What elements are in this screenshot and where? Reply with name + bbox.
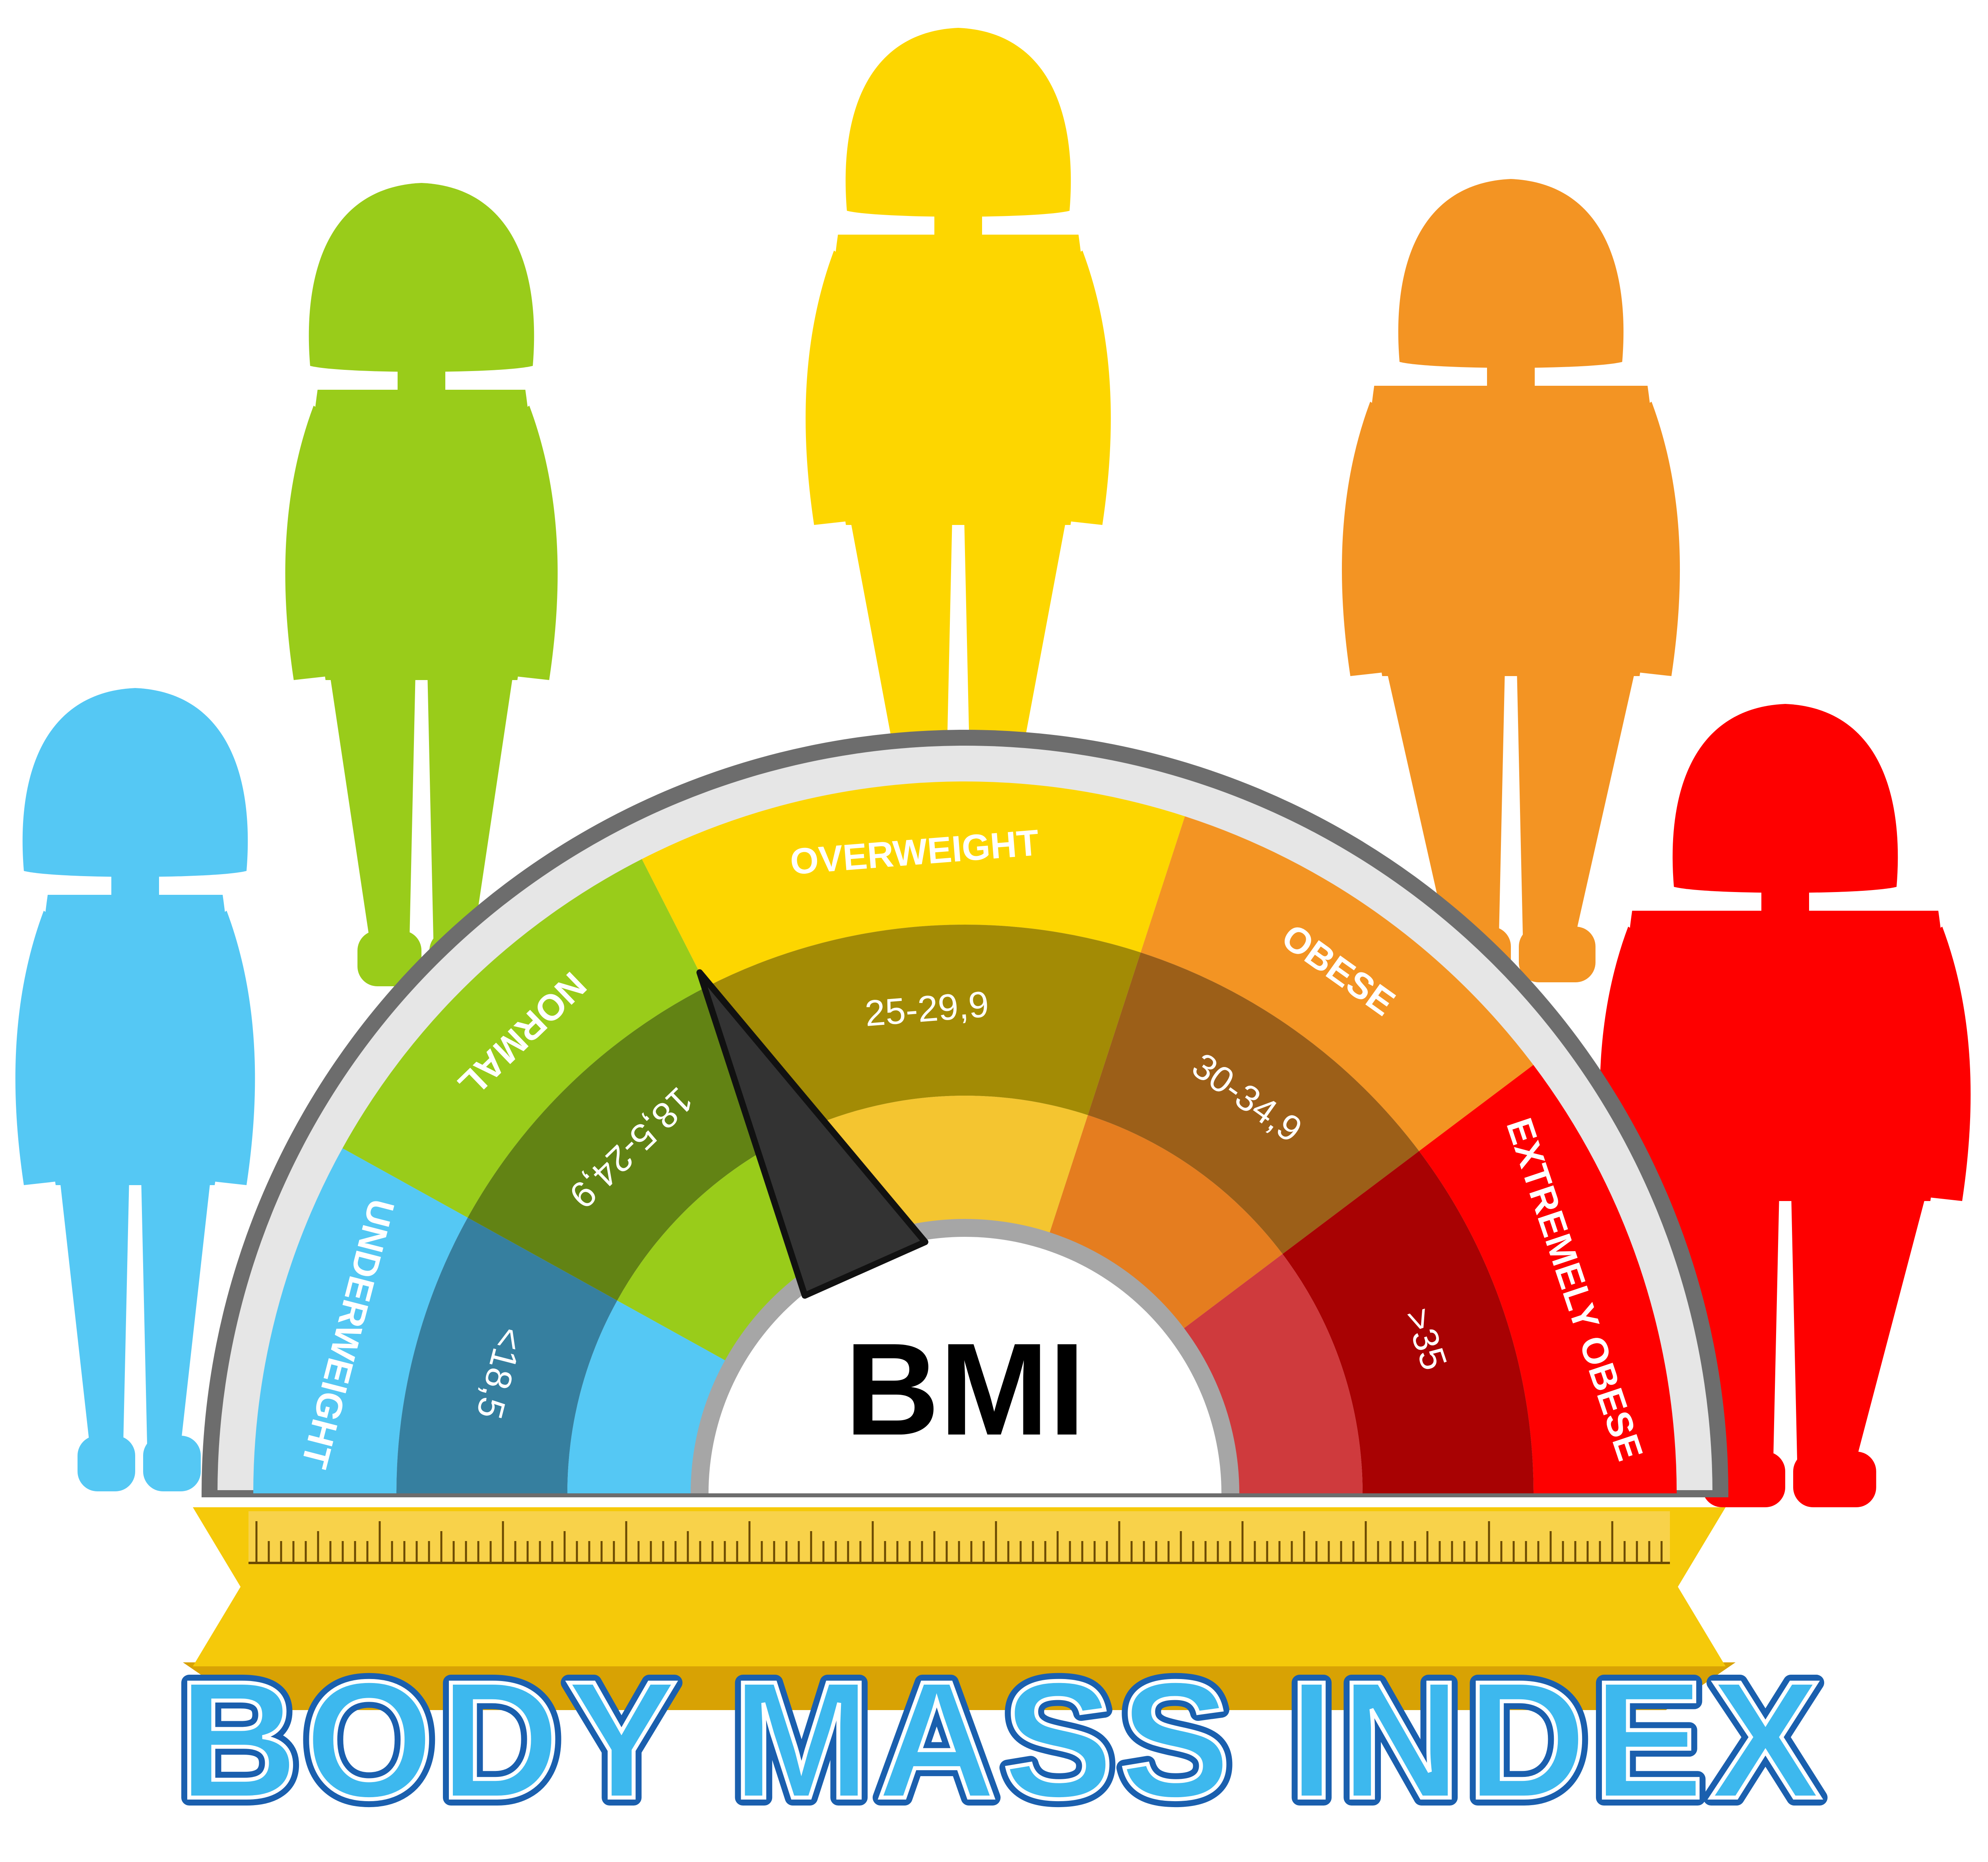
figure-right-foot-underweight — [143, 1436, 201, 1491]
segment-extremely-mid — [1282, 1151, 1534, 1493]
figure-neck-normal — [398, 358, 445, 394]
segment-extremely-outer — [1419, 1065, 1677, 1493]
figure-right-arm-obese — [1627, 402, 1680, 676]
figure-torso-obese — [1366, 386, 1656, 676]
page-title-outline: BODY MASS INDEX — [178, 1647, 1827, 1833]
title-group: BODY MASS INDEX BODY MASS INDEX — [170, 1639, 1829, 1841]
segment-normal-outer — [342, 859, 707, 1218]
figure-right-leg-normal — [427, 672, 514, 939]
figure-normal — [285, 183, 558, 986]
hub — [709, 1237, 1221, 1493]
figure-torso-underweight — [40, 895, 231, 1185]
figure-head-obese — [1398, 179, 1624, 368]
figure-left-foot-underweight — [78, 1436, 135, 1491]
segment-obese-outer — [1140, 816, 1534, 1151]
bmi-center-label: BMI — [845, 1316, 1085, 1462]
figure-right-leg-extremely — [1791, 1193, 1926, 1460]
segment-obese-mid — [1088, 952, 1419, 1254]
page-title: BODY MASS INDEX — [178, 1647, 1827, 1833]
figure-left-arm-normal — [285, 406, 338, 680]
figure-torso-normal — [310, 390, 533, 680]
figure-neck-obese — [1487, 354, 1535, 390]
measuring-tape-ribbon — [183, 1507, 1736, 1710]
figure-left-foot-normal — [357, 931, 421, 986]
figure-right-arm-overweight — [1058, 251, 1111, 525]
figure-head-extremely — [1672, 704, 1898, 893]
figure-right-foot-obese — [1519, 927, 1596, 982]
figure-neck-extremely — [1761, 879, 1809, 915]
figure-torso-extremely — [1624, 911, 1946, 1201]
figure-underweight — [15, 688, 255, 1491]
figure-head-underweight — [22, 688, 248, 877]
segment-underweight-outer — [253, 1148, 468, 1493]
figure-left-arm-obese — [1342, 402, 1394, 676]
figure-left-leg-normal — [329, 672, 415, 939]
figure-right-arm-underweight — [203, 911, 255, 1185]
figure-torso-overweight — [830, 235, 1086, 525]
figure-left-leg-obese — [1386, 668, 1505, 935]
segment-overweight-mid — [707, 925, 1141, 1139]
figure-neck-underweight — [111, 863, 159, 899]
figure-right-leg-underweight — [141, 1177, 211, 1444]
segment-normal-mid — [468, 986, 785, 1301]
figure-left-arm-underweight — [15, 911, 68, 1185]
body-silhouettes — [15, 28, 1971, 1507]
figure-left-arm-overweight — [806, 251, 858, 525]
figure-neck-overweight — [934, 203, 982, 239]
range-overweight: 25-29,9 — [864, 984, 990, 1034]
bmi-gauge: UNDERWEIGHT <18,5NORMAL18,5-24,9OVERWEIGH… — [202, 730, 1728, 1497]
segment-overweight-outer — [642, 781, 1185, 987]
figure-overweight — [806, 28, 1111, 831]
ribbon-shadow — [183, 1662, 1736, 1710]
figure-right-leg-obese — [1517, 668, 1636, 935]
figure-head-overweight — [845, 28, 1071, 217]
figure-obese — [1342, 179, 1680, 982]
figure-left-leg-underweight — [60, 1177, 129, 1444]
figure-right-arm-extremely — [1918, 927, 1971, 1201]
gauge-needle — [696, 969, 928, 1299]
figure-left-leg-overweight — [850, 517, 952, 783]
figure-head-normal — [309, 183, 534, 372]
segment-underweight-mid — [396, 1217, 617, 1493]
figure-right-leg-overweight — [964, 517, 1067, 783]
figure-right-arm-normal — [505, 406, 558, 680]
figure-right-foot-extremely — [1793, 1452, 1876, 1507]
